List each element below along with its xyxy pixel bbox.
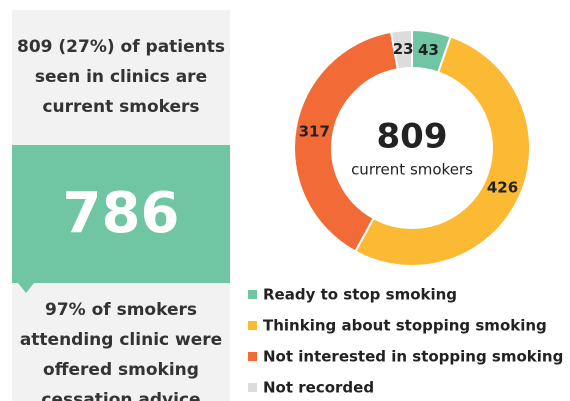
data-label: 43 xyxy=(418,41,439,59)
center-value: 809 xyxy=(377,117,448,157)
summary-top: 809 (27%) of patients seen in clinics ar… xyxy=(16,37,226,117)
legend-swatch xyxy=(248,383,257,392)
legend-label: Ready to stop smoking xyxy=(263,286,457,304)
notch xyxy=(18,283,34,293)
legend-swatch xyxy=(248,352,257,361)
donut-segment xyxy=(389,28,413,71)
data-label: 426 xyxy=(487,179,518,197)
legend-label: Not recorded xyxy=(263,379,374,397)
center-text: current smokers xyxy=(351,161,473,179)
highlight-number: 786 xyxy=(62,181,180,246)
summary-bottom: 97% of smokers attending clinic were off… xyxy=(19,300,223,401)
legend-label: Thinking about stopping smoking xyxy=(263,317,547,335)
legend-swatch xyxy=(248,321,257,330)
data-label: 317 xyxy=(299,123,330,141)
legend-swatch xyxy=(248,290,257,299)
legend-label: Not interested in stopping smoking xyxy=(263,348,563,366)
donut-segment xyxy=(293,30,399,253)
data-label: 23 xyxy=(393,40,414,58)
summary-panel: 809 (27%) of patients seen in clinics ar… xyxy=(12,10,230,401)
donut-segment xyxy=(353,35,531,267)
highlight-box: 786 xyxy=(12,145,230,283)
